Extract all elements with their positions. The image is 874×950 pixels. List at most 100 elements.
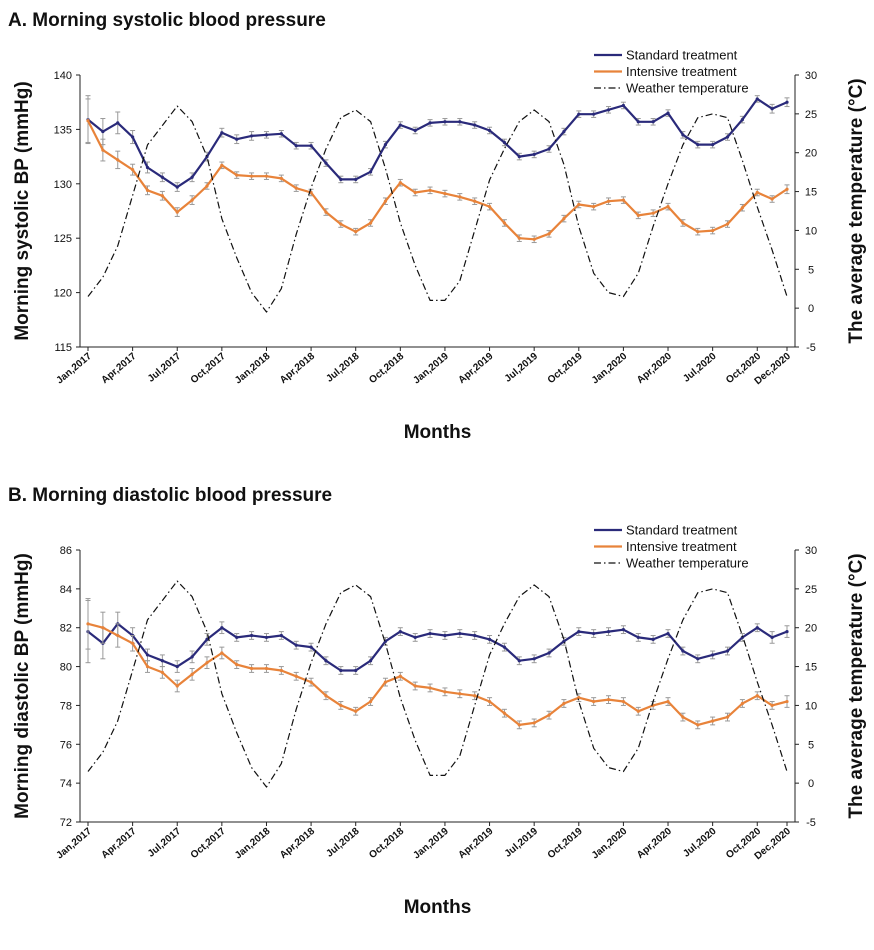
- chart-panel-b: B. Morning diastolic blood pressure 72 74 7…: [8, 485, 867, 918]
- data-point-intensive-treatment: [458, 692, 462, 696]
- y-tick-label: 120: [54, 288, 72, 300]
- data-point-standard-treatment: [770, 635, 774, 640]
- data-point-intensive-treatment: [190, 672, 194, 676]
- data-point-standard-treatment: [398, 630, 402, 634]
- data-point-standard-treatment: [517, 155, 521, 159]
- data-point-standard-treatment: [577, 112, 581, 116]
- data-point-standard-treatment: [740, 118, 744, 122]
- x-tick-label: Jan,2018: [233, 351, 273, 387]
- data-point-standard-treatment: [696, 657, 700, 661]
- data-point-standard-treatment: [621, 628, 626, 632]
- data-point-intensive-treatment: [383, 680, 388, 684]
- data-point-intensive-treatment: [190, 198, 194, 202]
- data-point-standard-treatment: [666, 111, 670, 115]
- data-point-standard-treatment: [711, 143, 715, 147]
- data-point-intensive-treatment: [145, 188, 150, 192]
- data-point-standard-treatment: [681, 133, 685, 137]
- series-line-standard-treatment: [87, 97, 788, 189]
- data-point-intensive-treatment: [428, 686, 432, 690]
- y2-tick-label: 10: [805, 225, 817, 237]
- data-point-intensive-treatment: [711, 228, 715, 233]
- data-point-standard-treatment: [592, 112, 596, 116]
- data-point-intensive-treatment: [398, 181, 402, 185]
- data-point-intensive-treatment: [621, 699, 626, 704]
- data-point-intensive-treatment: [696, 723, 700, 727]
- data-point-intensive-treatment: [458, 195, 462, 199]
- data-point-intensive-treatment: [264, 666, 269, 671]
- data-point-standard-treatment: [785, 100, 789, 104]
- data-point-intensive-treatment: [354, 230, 358, 234]
- data-point-standard-treatment: [398, 123, 402, 127]
- data-point-standard-treatment: [755, 97, 759, 101]
- data-point-intensive-treatment: [160, 670, 164, 674]
- data-point-intensive-treatment: [562, 217, 566, 221]
- data-point-intensive-treatment: [309, 680, 313, 684]
- data-point-intensive-treatment: [592, 205, 596, 209]
- chart-title: B. Morning diastolic blood pressure: [8, 485, 332, 506]
- data-point-intensive-treatment: [398, 674, 402, 678]
- y2-tick-label: 30: [805, 545, 817, 557]
- data-point-standard-treatment: [547, 651, 551, 655]
- data-point-intensive-treatment: [249, 174, 254, 178]
- data-point-intensive-treatment: [725, 222, 730, 226]
- x-tick-label: Jul,2019: [503, 351, 541, 385]
- data-point-standard-treatment: [235, 635, 239, 640]
- x-tick-label: Oct,2019: [546, 826, 585, 862]
- x-tick-label: Jul,2018: [324, 826, 362, 860]
- data-point-intensive-treatment: [324, 694, 328, 698]
- data-point-standard-treatment: [324, 659, 328, 663]
- data-point-standard-treatment: [279, 132, 283, 136]
- data-point-intensive-treatment: [785, 187, 789, 191]
- y2-tick-label: 0: [808, 303, 814, 315]
- data-point-intensive-treatment: [339, 703, 343, 708]
- data-point-intensive-treatment: [473, 694, 477, 698]
- data-point-intensive-treatment: [770, 197, 774, 201]
- x-tick-label: Apr,2020: [635, 351, 674, 387]
- x-tick-label: Apr,2020: [635, 826, 674, 862]
- x-tick-label: Jul,2020: [681, 351, 719, 385]
- data-point-intensive-treatment: [502, 711, 507, 715]
- data-point-intensive-treatment: [160, 194, 164, 198]
- data-point-standard-treatment: [473, 123, 477, 127]
- data-point-intensive-treatment: [443, 690, 447, 694]
- x-tick-label: Oct,2017: [189, 351, 228, 387]
- data-point-intensive-treatment: [368, 221, 373, 225]
- data-point-standard-treatment: [294, 643, 298, 647]
- data-point-intensive-treatment: [502, 221, 507, 225]
- x-tick-label: Jul,2020: [681, 826, 719, 860]
- data-point-intensive-treatment: [547, 232, 551, 236]
- data-point-standard-treatment: [755, 626, 759, 630]
- y2-tick-label: 5: [808, 739, 814, 751]
- data-point-standard-treatment: [160, 175, 164, 179]
- data-point-intensive-treatment: [175, 684, 179, 688]
- data-point-standard-treatment: [696, 143, 700, 147]
- y2-tick-label: 30: [805, 70, 817, 82]
- data-point-intensive-treatment: [517, 236, 521, 240]
- legend-label-intensive-treatment: Intensive treatment: [626, 539, 737, 554]
- x-tick-label: Oct,2018: [367, 826, 406, 862]
- data-point-standard-treatment: [383, 143, 388, 147]
- y-axis-title: Morning systolic BP (mmHg): [12, 81, 33, 340]
- data-point-intensive-treatment: [101, 626, 105, 630]
- y2-axis-title: The average temperature (°C): [846, 553, 867, 818]
- data-point-intensive-treatment: [532, 237, 536, 241]
- data-point-intensive-treatment: [681, 221, 685, 225]
- data-point-standard-treatment: [547, 147, 551, 151]
- legend-label-standard-treatment: Standard treatment: [626, 48, 738, 63]
- data-point-standard-treatment: [606, 108, 611, 112]
- data-point-standard-treatment: [666, 631, 670, 636]
- data-point-intensive-treatment: [636, 709, 640, 713]
- data-point-standard-treatment: [220, 626, 224, 630]
- data-point-intensive-treatment: [354, 709, 358, 713]
- data-point-standard-treatment: [562, 129, 566, 134]
- y2-tick-label: 25: [805, 109, 817, 121]
- y-tick-label: 135: [54, 124, 72, 136]
- data-point-intensive-treatment: [145, 664, 150, 669]
- y-tick-label: 130: [54, 179, 72, 191]
- data-point-standard-treatment: [249, 134, 254, 138]
- data-point-intensive-treatment: [621, 198, 626, 202]
- data-point-standard-treatment: [116, 121, 120, 125]
- data-point-standard-treatment: [294, 144, 298, 148]
- y-tick-label: 80: [60, 662, 72, 674]
- data-point-standard-treatment: [354, 668, 358, 673]
